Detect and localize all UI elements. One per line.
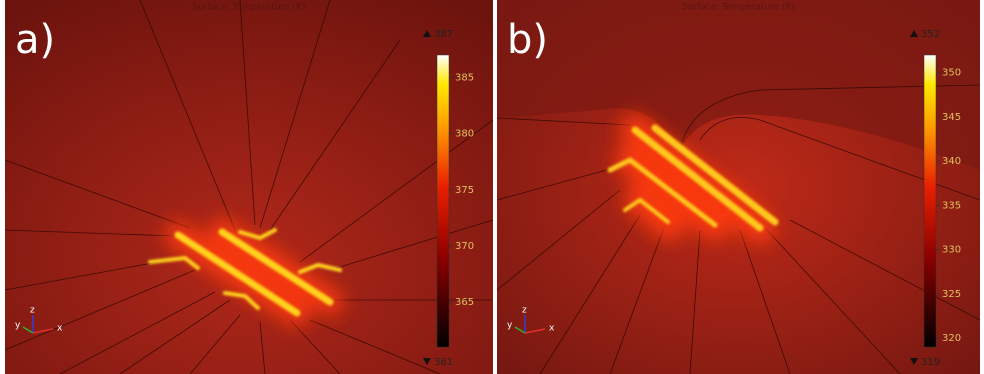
colorbar-tick-label: 340: [942, 156, 961, 167]
triad-label: z: [30, 306, 35, 316]
colorbar-min: 361: [434, 357, 453, 368]
triad-label: x: [549, 324, 555, 334]
triad-label: y: [507, 321, 513, 331]
colorbar-tick-label: 335: [942, 200, 961, 211]
figure: Surface: Temperature (K) a) 387 361 365 370 37…: [0, 0, 984, 374]
panel-title: Surface: Temperature (K): [193, 3, 306, 13]
triad-label: y: [15, 321, 21, 331]
colorbar-tick-label: 380: [455, 129, 474, 140]
colorbar-tick-label: 365: [455, 297, 474, 308]
panel: Surface: Temperature (K) b) 352 319 320 325 33…: [497, 0, 980, 374]
panel-label: a): [15, 17, 55, 63]
triad-label: x: [57, 324, 63, 334]
panel: Surface: Temperature (K) a) 387 361 365 370 37…: [5, 0, 493, 374]
panel-label: b): [507, 17, 548, 63]
colorbar-tick-label: 330: [942, 245, 961, 256]
colorbar: [924, 55, 936, 347]
colorbar-tick-label: 325: [942, 289, 961, 300]
colorbar: [437, 55, 449, 347]
colorbar-min: 319: [921, 357, 940, 368]
colorbar-tick-label: 375: [455, 185, 474, 196]
panel-title: Surface: Temperature (K): [682, 3, 795, 13]
colorbar-max: 352: [921, 29, 940, 40]
colorbar-tick-label: 370: [455, 241, 474, 252]
colorbar-tick-label: 385: [455, 72, 474, 83]
triad-label: z: [522, 306, 527, 316]
colorbar-tick-label: 350: [942, 68, 961, 79]
colorbar-tick-label: 345: [942, 112, 961, 123]
colorbar-tick-label: 320: [942, 333, 961, 344]
colorbar-max: 387: [434, 29, 453, 40]
